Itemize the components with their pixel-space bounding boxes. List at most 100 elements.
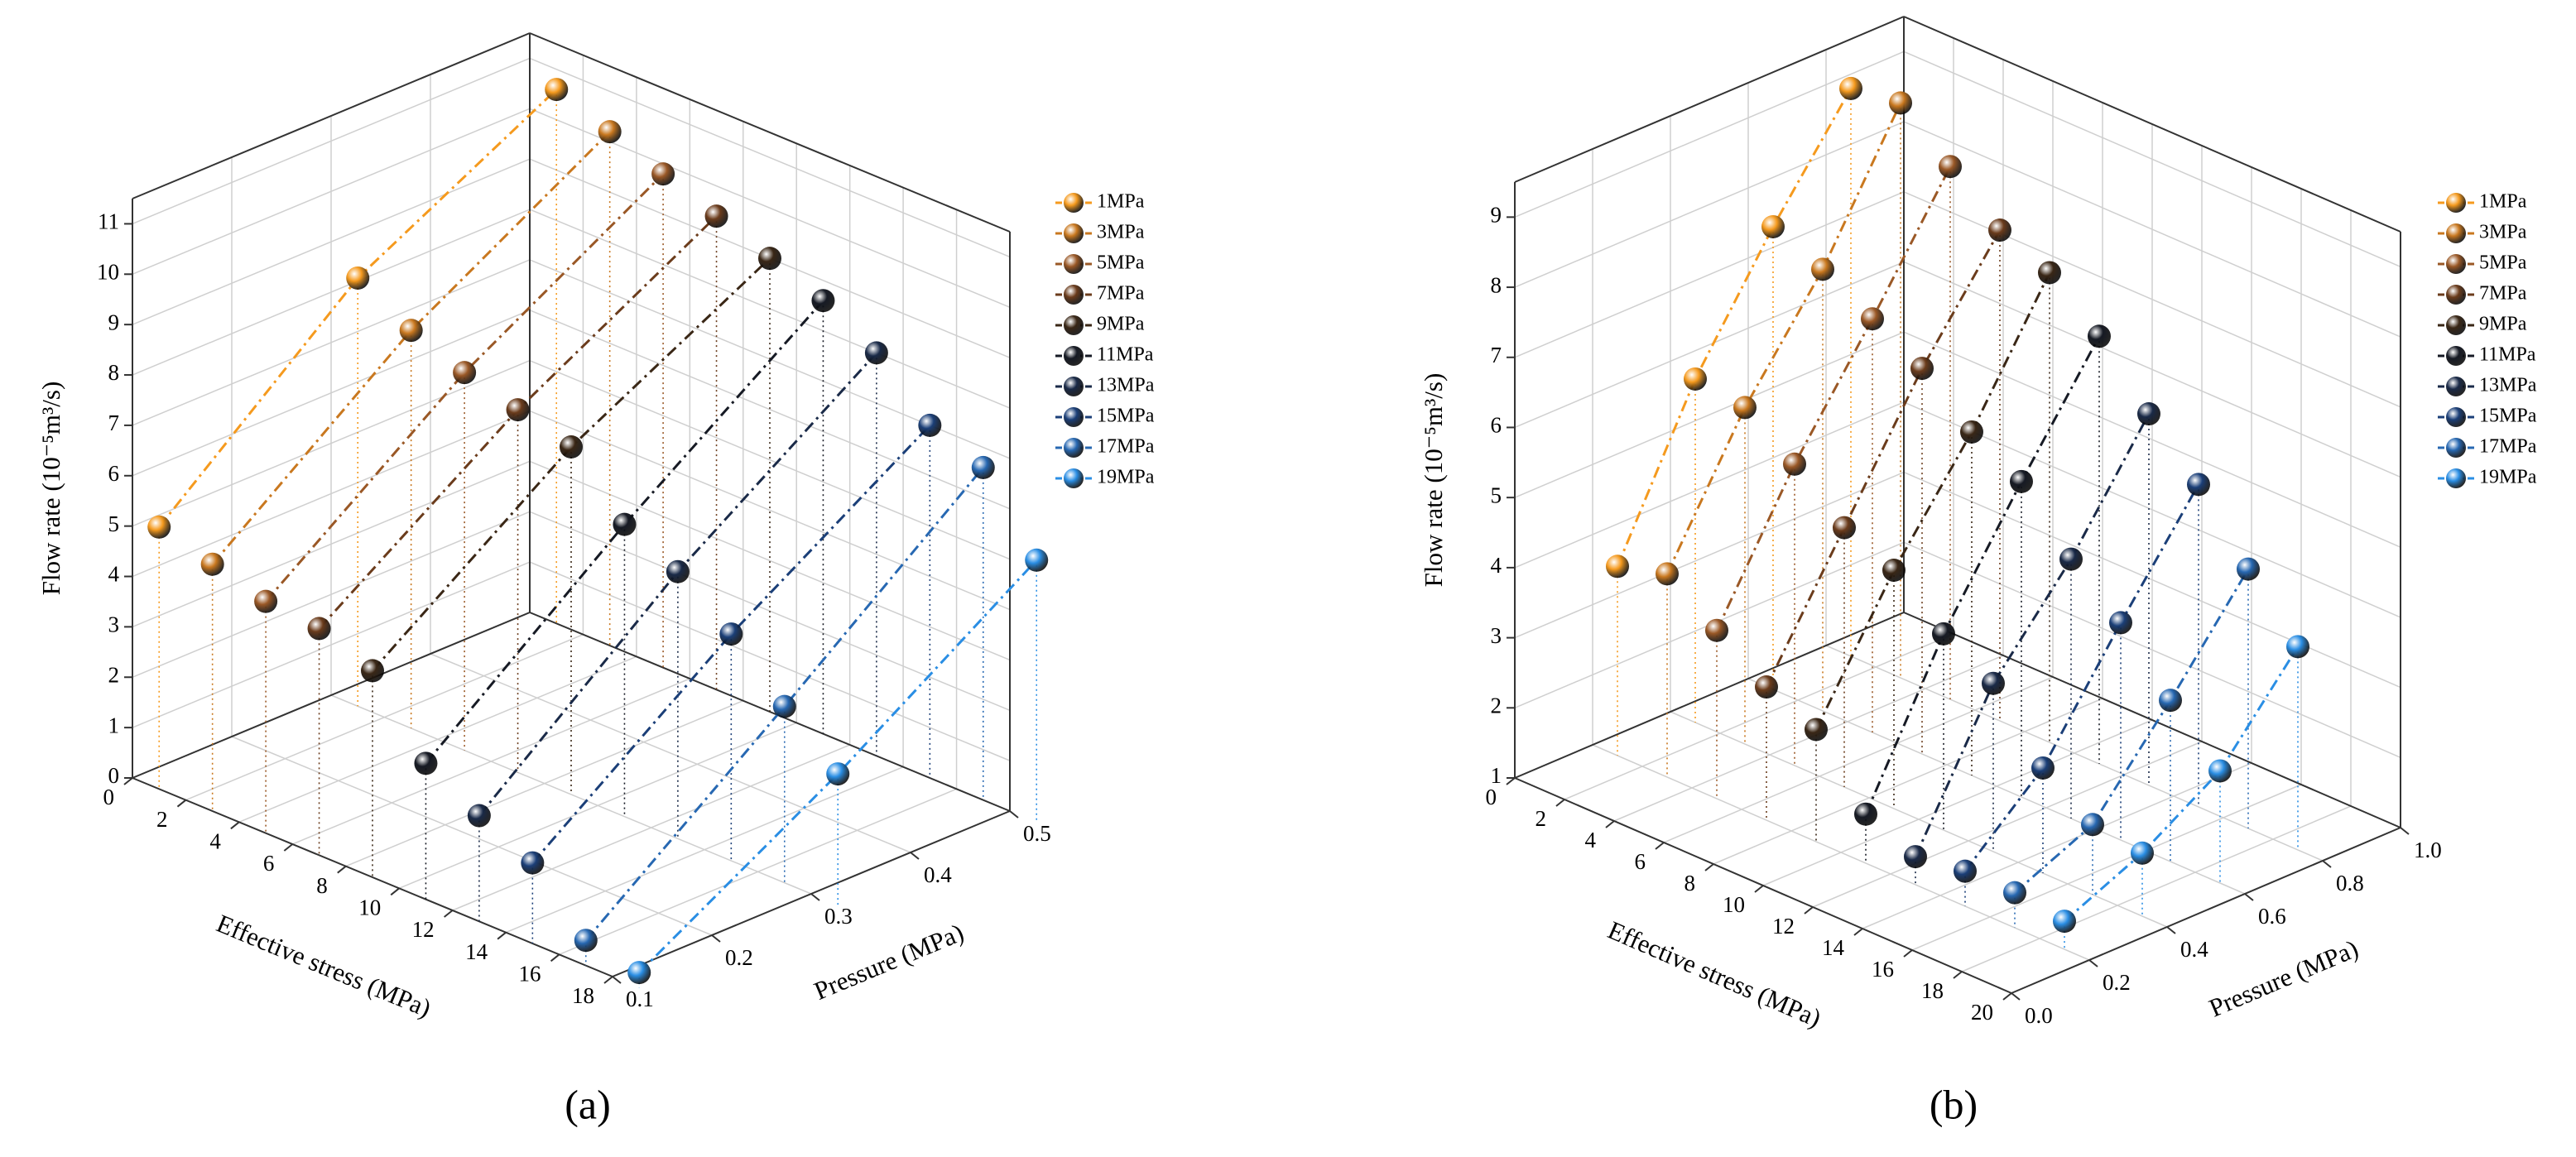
grid-line [1713,698,2103,865]
z-tick-label: 3 [1491,623,1502,648]
x-tick-label: 18 [1921,978,1944,1003]
series-line [425,300,824,765]
axis-edge [1903,16,2401,233]
data-point [361,659,384,683]
grid-line [1961,805,2352,972]
tick-mark [2400,827,2410,835]
grid-line [132,158,531,325]
series-line [1765,229,2002,688]
grid-line [1514,50,1905,218]
x-tick-label: 8 [316,873,328,898]
grid-line [1903,50,2401,268]
z-tick-label: 11 [98,209,119,234]
x-tick-label: 10 [358,895,381,920]
data-point [1988,218,2011,242]
legend-marker [2446,346,2466,366]
series-line [531,424,931,864]
tick-mark [1953,971,1963,979]
series-line [264,173,665,603]
grid-line [1663,676,2054,843]
tick-mark [603,976,613,984]
legend-label: 15MPa [2479,406,2537,427]
y-tick-label: 0.0 [2025,1003,2053,1028]
series-line [2064,646,2300,923]
tick-mark [711,934,721,943]
tick-mark [550,953,560,963]
tick-mark [230,821,240,830]
caption: (a) [565,1081,611,1127]
x-tick-label: 4 [1585,828,1597,852]
grid-line [1514,331,1905,498]
tick-mark [1903,949,1913,958]
legend-label: 5MPa [2479,252,2527,274]
grid-line [1514,261,1905,429]
grid-line [1903,191,2401,408]
legend-marker [1064,438,1084,458]
data-point [704,204,728,228]
data-point [2059,547,2083,571]
data-point [2131,841,2154,865]
axis-edge [1514,16,1905,183]
z-axis-label: Flow rate (10⁻⁵m³/s) [1419,373,1448,588]
x-tick-label: 2 [1536,806,1547,831]
legend-marker [2446,315,2466,335]
legend-label: 19MPa [2479,467,2537,488]
data-point [826,762,850,786]
grid-line [1903,401,2401,618]
grid-line [1514,121,1905,288]
data-point [971,455,995,479]
tick-mark [337,865,347,874]
data-point [467,804,491,828]
tick-mark [1009,810,1019,819]
legend-marker [1064,285,1084,305]
data-point [1982,671,2005,695]
legend-marker [1064,377,1084,396]
axis-edge [529,32,1011,233]
legend-marker [2446,193,2466,213]
series-line [1715,166,1952,631]
axis-edge [1903,612,2401,828]
legend-label: 17MPa [2479,436,2537,458]
data-point [2038,261,2061,285]
y-tick-label: 0.5 [1023,821,1051,846]
z-tick-label: 1 [108,713,120,737]
caption: (b) [1930,1081,1978,1127]
legend-marker [2446,223,2466,243]
legend-marker [2446,468,2466,488]
data-point [506,398,530,422]
legend-label: 19MPa [1097,467,1155,488]
legend-label: 5MPa [1097,252,1145,274]
z-tick-label: 4 [1491,553,1502,578]
x-tick-label: 2 [156,807,168,832]
y-tick-label: 0.4 [924,862,952,887]
data-point [627,961,651,985]
data-point [1910,357,1934,381]
grid-line [132,108,531,275]
tick-mark [123,777,133,785]
grid-line [132,511,531,678]
data-point [864,341,888,365]
data-point [1755,675,1778,699]
z-tick-label: 0 [108,763,120,788]
data-point [2208,759,2232,783]
series-line [1963,483,2200,872]
x-tick-label: 16 [1872,957,1894,982]
data-point [598,120,622,144]
data-point [2081,813,2104,837]
data-point [2088,324,2111,348]
x-tick-label: 0 [103,785,115,809]
z-tick-label: 4 [108,562,120,587]
data-point [254,589,278,613]
grid-line [132,209,531,376]
grid-line [132,460,531,628]
grid-line [529,310,1011,510]
y-tick-label: 0.6 [2258,904,2286,929]
data-point [1705,618,1728,642]
tick-mark [283,843,293,852]
grid-line [1670,711,2168,928]
tick-mark [2166,926,2176,934]
data-point [574,929,598,953]
tick-mark [910,852,920,860]
legend-marker [1064,468,1084,488]
grid-line [529,410,1011,611]
